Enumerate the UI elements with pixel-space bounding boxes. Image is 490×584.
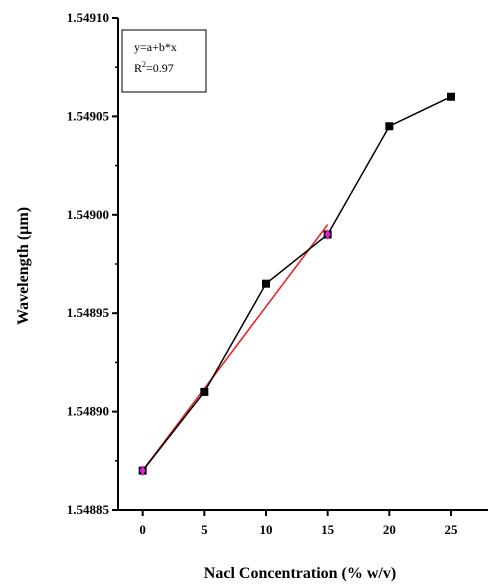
data-point xyxy=(200,387,209,396)
tick-labels: 1.54885 1.54890 1.54895 1.54900 1.54905 1.549… xyxy=(67,10,458,537)
fit-line-group xyxy=(142,224,329,472)
x-tick-label: 15 xyxy=(321,522,335,537)
legend-equation: y=a+b*x xyxy=(134,40,177,54)
legend-frame xyxy=(121,29,207,93)
data-point xyxy=(385,122,394,131)
series-group xyxy=(138,92,455,475)
fit-line xyxy=(142,224,329,472)
legend-r-superscript: 2 xyxy=(142,60,146,69)
y-tick-label: 1.54900 xyxy=(67,207,109,222)
legend-box: y=a+b*x R2=0.97 xyxy=(121,29,207,93)
legend-r-squared: R2=0.97 xyxy=(134,60,174,75)
y-tick-label: 1.54905 xyxy=(67,108,110,123)
x-tick-label: 10 xyxy=(260,522,273,537)
error-cap-bottom xyxy=(139,470,146,476)
x-tick-label: 0 xyxy=(139,522,146,537)
y-tick-label: 1.54885 xyxy=(67,502,110,517)
series-line xyxy=(142,96,452,472)
legend-r-letter: R xyxy=(134,61,142,75)
y-tick-label: 1.54890 xyxy=(67,404,109,419)
error-cap-top xyxy=(139,465,146,471)
y-axis-title: Wavelength (µm) xyxy=(15,207,32,325)
error-cap-top xyxy=(324,229,331,235)
x-tick-label: 5 xyxy=(201,522,208,537)
y-tick-label: 1.54895 xyxy=(67,305,110,320)
tick-marks xyxy=(112,17,452,516)
legend-r-value: =0.97 xyxy=(146,61,174,75)
data-point xyxy=(262,279,270,288)
x-tick-label: 20 xyxy=(383,522,396,537)
error-bars-group xyxy=(139,229,331,476)
x-tick-label: 25 xyxy=(445,522,459,537)
data-point xyxy=(447,92,455,101)
y-tick-label: 1.54910 xyxy=(67,10,109,25)
x-axis-title: Nacl Concentration (% w/v) xyxy=(204,565,396,582)
error-cap-bottom xyxy=(324,234,331,240)
